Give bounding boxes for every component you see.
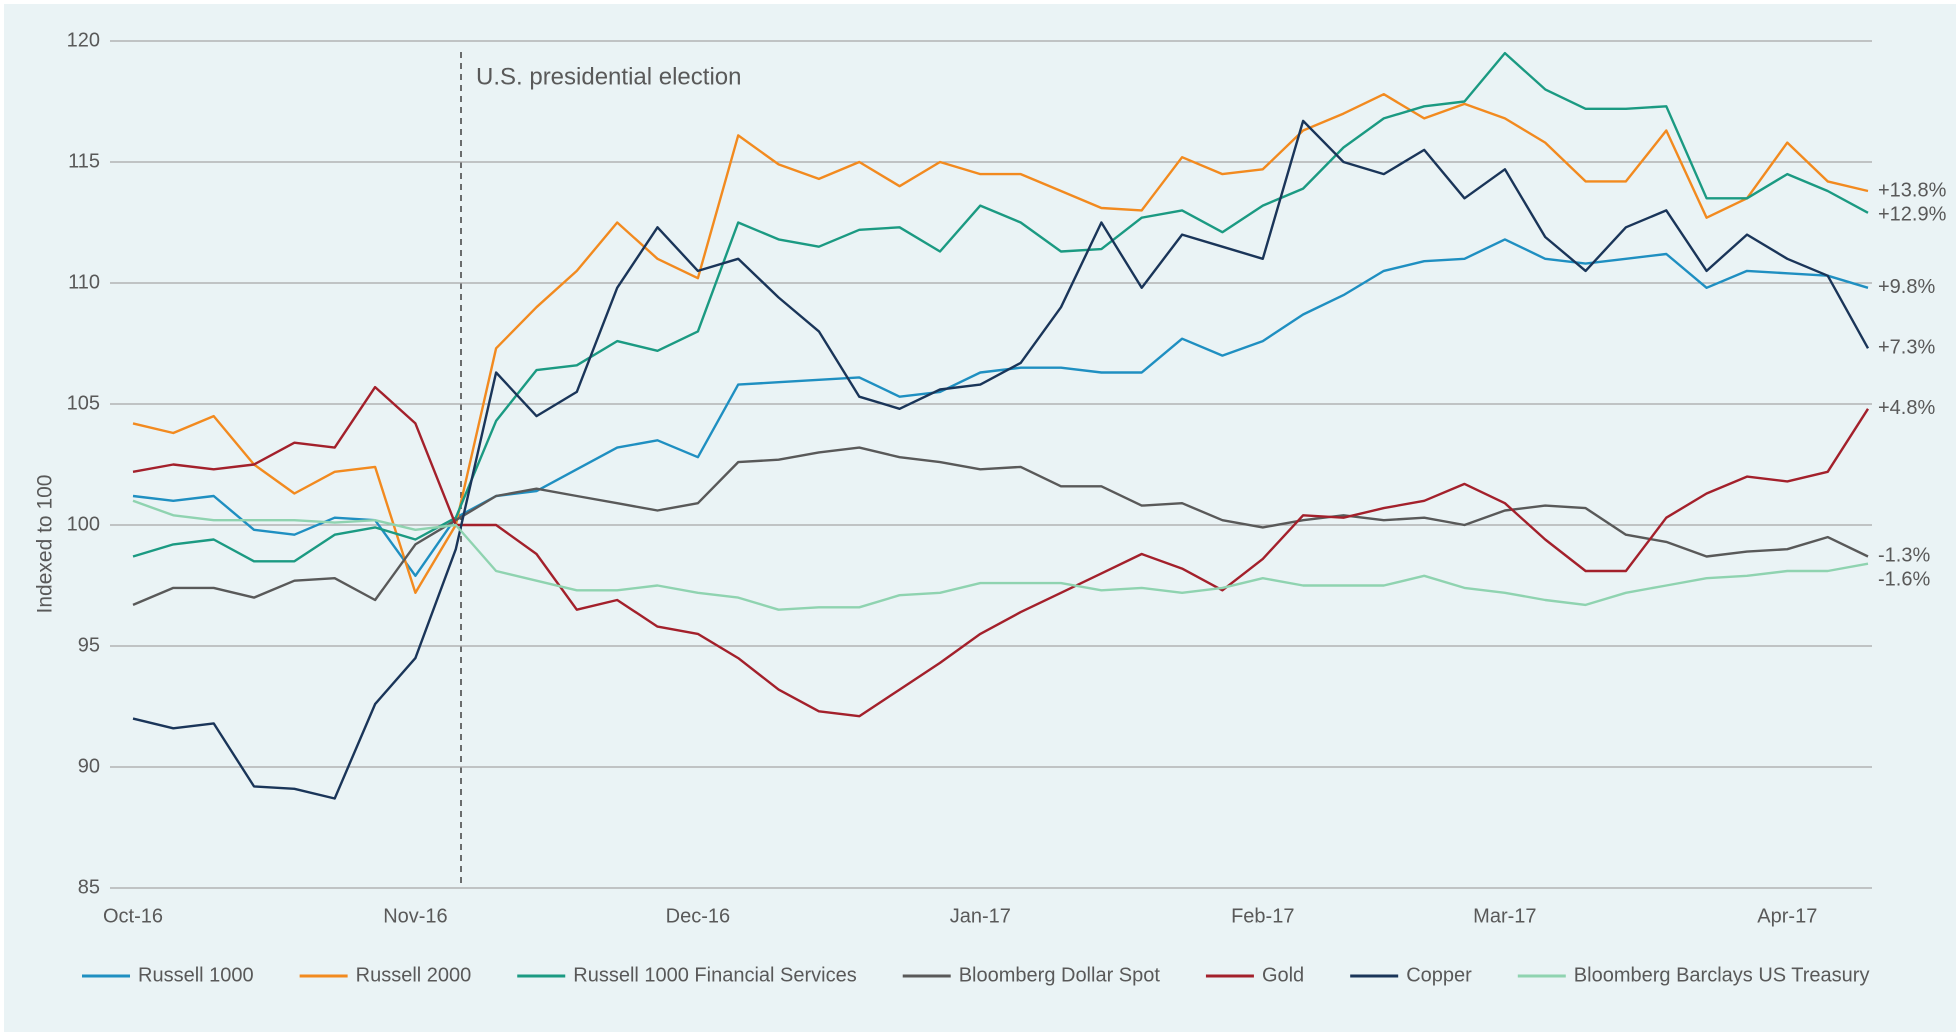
end-label: -1.3%	[1878, 545, 1930, 567]
y-tick-label: 110	[68, 271, 100, 293]
series-line	[132, 499, 1869, 611]
end-label: +12.9%	[1878, 203, 1947, 225]
x-tick-label: Nov-16	[383, 905, 447, 927]
legend-label: Russell 1000	[138, 964, 254, 986]
legend-label: Bloomberg Dollar Spot	[959, 964, 1161, 986]
y-axis-label: Indexed to 100	[34, 475, 57, 614]
series-line	[132, 446, 1869, 607]
y-tick-label: 120	[67, 29, 100, 51]
x-tick-label: Mar-17	[1473, 905, 1536, 927]
end-label: +7.3%	[1878, 337, 1935, 359]
y-tick-label: 115	[68, 150, 100, 172]
x-tick-label: Feb-17	[1231, 905, 1294, 927]
y-tick-label: 85	[78, 876, 100, 898]
x-tick-label: Dec-16	[666, 905, 730, 927]
annotation: U.S. presidential election	[476, 63, 741, 90]
series-line	[132, 51, 1869, 563]
end-label: +13.8%	[1878, 179, 1947, 201]
y-tick-label: 105	[67, 392, 100, 414]
series-line	[132, 385, 1870, 718]
end-label: -1.6%	[1878, 569, 1930, 591]
y-tick-label: 95	[78, 634, 100, 656]
end-label: +9.8%	[1878, 276, 1935, 298]
chart-background	[4, 4, 1956, 1032]
series-line	[132, 238, 1869, 577]
legend-label: Copper	[1406, 964, 1472, 986]
end-label: +4.8%	[1878, 397, 1935, 419]
x-tick-label: Oct-16	[103, 905, 163, 927]
legend-label: Bloomberg Barclays US Treasury	[1574, 964, 1870, 986]
series-line	[132, 93, 1869, 594]
x-tick-label: Jan-17	[950, 905, 1011, 927]
series-line	[132, 119, 1870, 800]
x-tick-label: Apr-17	[1757, 905, 1817, 927]
legend-label: Russell 2000	[356, 964, 472, 986]
legend-label: Russell 1000 Financial Services	[573, 964, 856, 986]
y-tick-label: 90	[78, 755, 100, 777]
legend-label: Gold	[1262, 964, 1304, 986]
y-tick-label: 100	[67, 513, 100, 535]
